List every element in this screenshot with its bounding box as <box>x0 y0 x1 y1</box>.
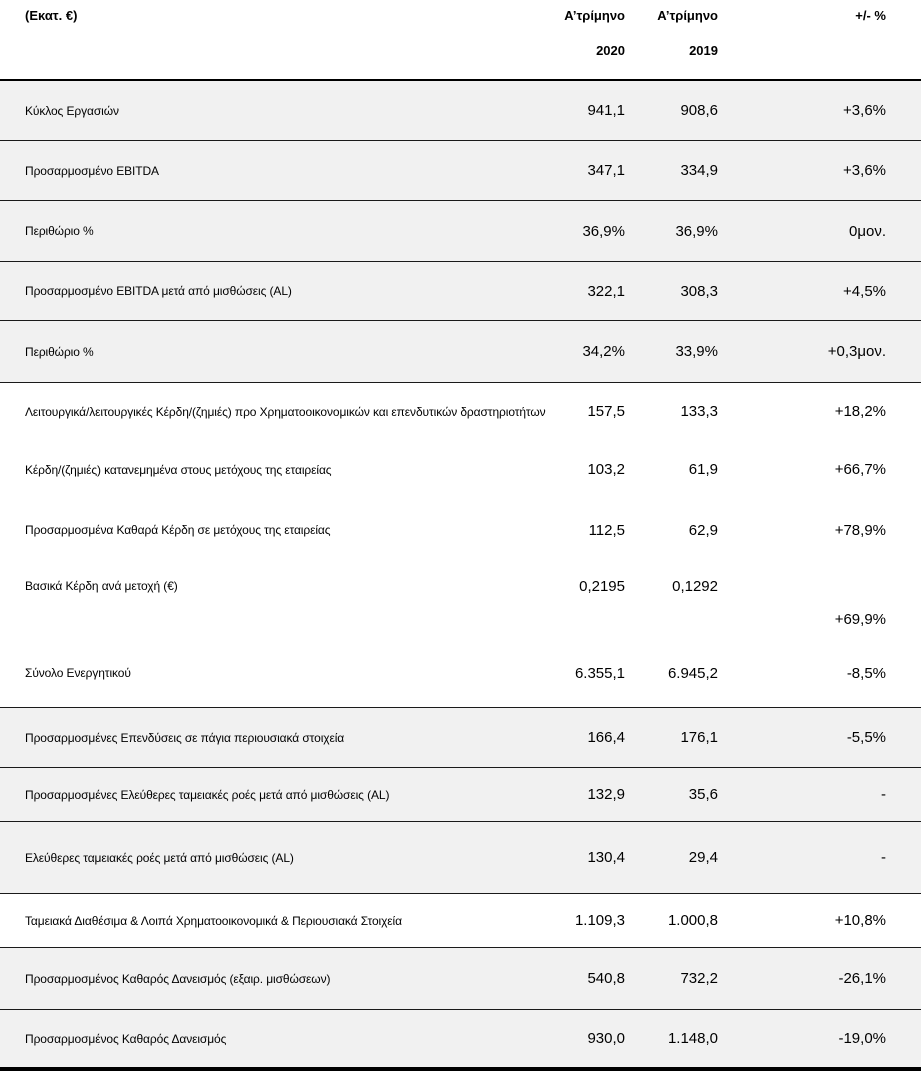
value-change: - <box>881 849 886 866</box>
value-change: 0μον. <box>849 222 886 240</box>
value-change: +69,9% <box>834 611 886 628</box>
value-2020: 103,2 <box>587 461 625 478</box>
value-2019: 61,9 <box>688 461 718 478</box>
row-label: Περιθώριο % <box>25 344 94 359</box>
value-2019: 35,6 <box>688 786 718 803</box>
value-2019: 1.148,0 <box>667 1030 718 1047</box>
value-change: +3,6% <box>843 102 886 119</box>
table-row: Κέρδη/(ζημιές) κατανεμημένα στους μετόχο… <box>0 440 921 499</box>
row-label: Προσαρμοσμένος Καθαρός Δανεισμός (εξαιρ.… <box>25 971 331 986</box>
value-2019: 334,9 <box>680 162 718 179</box>
table-row: Προσαρμοσμένος Καθαρός Δανεισμός 930,0 1.1… <box>0 1010 921 1067</box>
value-2019: 62,9 <box>688 521 718 539</box>
value-2020: 347,1 <box>587 162 625 179</box>
value-2020: 166,4 <box>587 729 625 746</box>
value-2020: 6.355,1 <box>574 664 625 682</box>
value-2019: 133,3 <box>680 403 718 420</box>
table-row-continuation: +69,9% <box>0 611 921 639</box>
value-2020: 112,5 <box>588 521 625 539</box>
value-2019: 908,6 <box>680 102 718 119</box>
value-2020: 540,8 <box>587 970 625 987</box>
value-change: - <box>881 786 886 803</box>
row-label: Ταμειακά Διαθέσιμα & Λοιπά Χρηματοοικονο… <box>25 913 402 928</box>
header-change-label: +/- % <box>855 8 886 23</box>
value-2020: 34,2% <box>582 343 625 360</box>
value-change: +4,5% <box>843 282 886 300</box>
row-label: Προσαρμοσμένο EBITDA μετά από μισθώσεις … <box>25 284 292 298</box>
value-2020: 322,1 <box>587 282 625 300</box>
table-row: Λειτουργικά/λειτουργικές Κέρδη/(ζημιές) … <box>0 383 921 440</box>
table-row: Κύκλος Εργασιών 941,1 908,6 +3,6% <box>0 81 921 141</box>
header-unit-label: (Εκατ. €) <box>25 8 78 23</box>
value-2020: 1.109,3 <box>574 912 625 929</box>
value-2019: 33,9% <box>675 343 718 360</box>
table-row: Περιθώριο % 36,9% 36,9% 0μον. <box>0 201 921 262</box>
table-header-row: (Εκατ. €) Α’τρίμηνο 2020 Α’τρίμηνο 2019 … <box>0 0 921 81</box>
header-year-2020: 2020 <box>596 43 625 58</box>
row-label: Προσαρμοσμένες Επενδύσεις σε πάγια περιο… <box>25 730 345 745</box>
value-change: -5,5% <box>846 729 886 746</box>
value-change: +66,7% <box>834 461 886 478</box>
value-2020: 132,9 <box>587 786 625 803</box>
table-row: Περιθώριο % 34,2% 33,9% +0,3μον. <box>0 321 921 383</box>
value-change: -19,0% <box>838 1030 886 1047</box>
row-label: Κέρδη/(ζημιές) κατανεμημένα στους μετόχο… <box>25 462 332 477</box>
header-period-2019: Α’τρίμηνο <box>657 8 718 23</box>
row-label: Λειτουργικά/λειτουργικές Κέρδη/(ζημιές) … <box>25 404 546 419</box>
value-2020: 941,1 <box>587 102 625 119</box>
table-row: Προσαρμοσμένα Καθαρά Κέρδη σε μετόχους τ… <box>0 499 921 561</box>
value-2020: 157,5 <box>587 403 625 420</box>
value-change: -26,1% <box>838 970 886 987</box>
table-row: Προσαρμοσμένο EBITDA μετά από μισθώσεις … <box>0 262 921 321</box>
table-row: Σύνολο Ενεργητικού 6.355,1 6.945,2 -8,5% <box>0 639 921 708</box>
row-label: Περιθώριο % <box>25 224 94 238</box>
header-col-q1-2019: Α’τρίμηνο 2019 <box>625 8 718 59</box>
header-period-2020: Α’τρίμηνο <box>564 8 625 23</box>
row-label: Προσαρμοσμένες Ελεύθερες ταμειακές ροές … <box>25 787 390 802</box>
value-2019: 176,1 <box>680 729 718 746</box>
value-change: -8,5% <box>846 664 886 682</box>
table-row: Προσαρμοσμένος Καθαρός Δανεισμός (εξαιρ.… <box>0 948 921 1010</box>
row-label: Σύνολο Ενεργητικού <box>25 666 131 680</box>
header-col-q1-2020: Α’τρίμηνο 2020 <box>555 8 625 59</box>
table-row: Προσαρμοσμένες Επενδύσεις σε πάγια περιο… <box>0 708 921 768</box>
table-row: Ταμειακά Διαθέσιμα & Λοιπά Χρηματοοικονο… <box>0 894 921 948</box>
value-2019: 308,3 <box>680 282 718 300</box>
value-change: +78,9% <box>834 521 886 539</box>
row-label: Προσαρμοσμένο EBITDA <box>25 163 159 178</box>
value-2020: 130,4 <box>587 849 625 866</box>
value-2019: 36,9% <box>675 222 718 240</box>
table-row: Προσαρμοσμένο EBITDA 347,1 334,9 +3,6% <box>0 141 921 201</box>
value-change: +0,3μον. <box>827 343 886 360</box>
table-row: Προσαρμοσμένες Ελεύθερες ταμειακές ροές … <box>0 768 921 822</box>
row-label: Ελεύθερες ταμειακές ροές μετά από μισθώσ… <box>25 850 294 865</box>
value-2020: 0,2195 <box>579 577 625 595</box>
value-2019: 1.000,8 <box>667 912 718 929</box>
value-2020: 930,0 <box>587 1030 625 1047</box>
row-label: Κύκλος Εργασιών <box>25 103 119 118</box>
value-change: +10,8% <box>834 912 886 929</box>
value-2019: 6.945,2 <box>667 664 718 682</box>
row-label: Βασικά Κέρδη ανά μετοχή (€) <box>25 579 178 593</box>
table-row: Βασικά Κέρδη ανά μετοχή (€) 0,2195 0,1292 <box>0 561 921 611</box>
value-2019: 0,1292 <box>672 577 718 595</box>
value-change: +3,6% <box>843 162 886 179</box>
row-label: Προσαρμοσμένος Καθαρός Δανεισμός <box>25 1031 227 1046</box>
value-2019: 732,2 <box>680 970 718 987</box>
header-year-2019: 2019 <box>689 43 718 58</box>
value-change: +18,2% <box>834 403 886 420</box>
value-2020: 36,9% <box>582 222 625 240</box>
value-2019: 29,4 <box>688 849 718 866</box>
row-label: Προσαρμοσμένα Καθαρά Κέρδη σε μετόχους τ… <box>25 523 331 537</box>
table-bottom-double-rule <box>0 1067 921 1071</box>
table-row: Ελεύθερες ταμειακές ροές μετά από μισθώσ… <box>0 822 921 894</box>
table-body: Κύκλος Εργασιών 941,1 908,6 +3,6% Προσαρμοσμ… <box>0 81 921 1067</box>
